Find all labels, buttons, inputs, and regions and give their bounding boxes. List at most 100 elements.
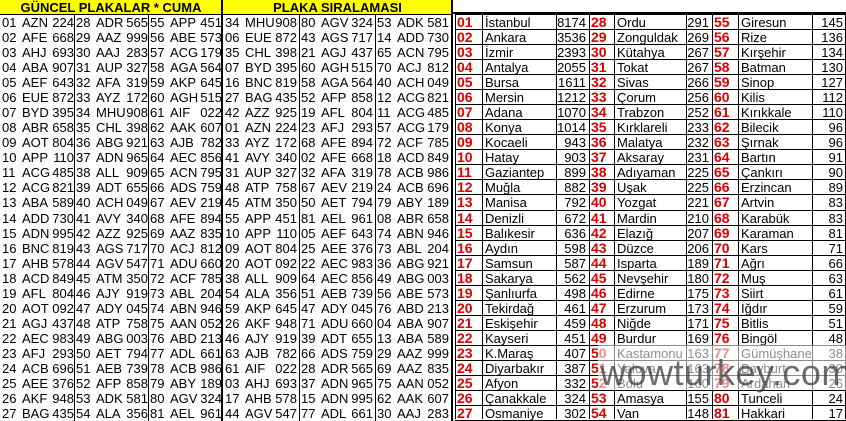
plate-entry: 19 AFL 804: [301, 105, 373, 120]
plate-number: 376: [351, 240, 373, 256]
plate-letters: ABA: [397, 315, 424, 331]
plate-code: 03: [2, 45, 17, 61]
rank-number: 33: [591, 89, 607, 106]
plate-entry: 44 AGV 547: [76, 256, 148, 271]
plate-letters: ACG: [397, 120, 426, 136]
plate-entry: 64 AEC 856: [301, 271, 373, 286]
plate-letters: AFL: [22, 285, 46, 301]
plate-entry: 06 EUE 872: [225, 30, 297, 45]
city-name: Van: [617, 406, 640, 421]
city-name: Kırıkkale: [741, 105, 792, 121]
plate-entry: 67 AEV 219: [301, 180, 373, 195]
city-name: Bingöl: [741, 330, 778, 346]
plate-entry: 54 ALA 356: [225, 286, 297, 301]
ranking-row: 73 Siirt 61: [712, 285, 846, 301]
plate-code: 51: [301, 285, 316, 301]
plate-count: 461: [564, 300, 586, 316]
city-name: Bursa: [485, 75, 519, 91]
plate-code: 73: [377, 240, 392, 256]
plate-letters: AEF: [321, 225, 347, 241]
plate-code: 19: [2, 285, 17, 301]
city-name: Uşak: [617, 180, 647, 196]
rank-number: 59: [714, 74, 730, 91]
plate-code: 42: [225, 105, 240, 121]
plate-letters: AGV: [321, 15, 349, 30]
city-name: Balıkesir: [485, 225, 535, 241]
plate-letters: ALA: [245, 285, 270, 301]
plate-code: 15: [2, 225, 17, 241]
rank-number: 43: [591, 239, 607, 256]
plate-count: 256: [687, 90, 709, 106]
city-name: Tunceli: [741, 391, 783, 406]
plate-entry: 73 ABL 204: [150, 286, 222, 301]
guncel-plakalar-header: GÜNCEL PLAKALAR * CUMA: [0, 0, 222, 15]
plate-entry: 60 AGH 515: [150, 90, 222, 105]
plate-count: 207: [687, 225, 709, 241]
column-divider: [589, 12, 590, 419]
rank-number: 68: [714, 209, 730, 226]
plate-letters: ADT: [96, 180, 122, 196]
plate-number: 049: [427, 75, 449, 91]
plate-letters: BYD: [22, 105, 49, 121]
plate-letters: APP: [22, 150, 49, 166]
plate-code: 16: [225, 75, 240, 91]
ranking-row: 45 Nevşehir 180: [589, 270, 712, 286]
plate-count: 267: [687, 45, 709, 61]
plate-entry: 35 CHL 398: [76, 120, 148, 135]
plate-number: 804: [52, 285, 74, 301]
plate-count: 387: [564, 360, 586, 376]
plate-number: 224: [275, 120, 297, 136]
plate-code: 71: [150, 255, 165, 271]
rank-number: 11: [457, 164, 472, 181]
plate-letters: ADY: [96, 300, 123, 316]
plate-number: 451: [200, 15, 222, 30]
plate-code: 37: [301, 375, 316, 391]
plate-code: 05: [2, 75, 17, 91]
plate-code: 37: [76, 150, 91, 166]
plate-letters: ADS: [170, 180, 197, 196]
plate-entry: 76 ABD 213: [150, 331, 222, 346]
plate-entry: 57 ACG 179: [377, 120, 449, 135]
plate-letters: AEV: [321, 180, 348, 196]
plate-code: 67: [150, 195, 165, 211]
plate-entry: 03 AHJ 693: [2, 45, 74, 60]
plate-code: 24: [2, 360, 17, 376]
plate-count: 110: [822, 105, 843, 121]
plate-entry: 66 ADS 759: [150, 180, 222, 195]
table-top-border: [453, 12, 846, 14]
ranking-row: 14 Denizli 672: [455, 210, 589, 226]
plate-letters: ABE: [397, 285, 424, 301]
city-name: Zonguldak: [617, 30, 678, 46]
ranking-row: 48 Niğde 171: [589, 315, 712, 331]
plate-letters: AGH: [170, 90, 199, 106]
plate-code: 38: [76, 165, 91, 181]
plate-number: 324: [351, 15, 373, 30]
plate-entry: 07 BYD 395: [2, 105, 74, 120]
plate-count: 233: [687, 120, 709, 136]
plate-number: 946: [427, 225, 449, 241]
plate-letters: AEC: [321, 270, 348, 286]
plate-number: 819: [52, 240, 74, 256]
plate-code: 21: [301, 45, 316, 61]
plate-letters: MHU: [96, 105, 126, 121]
city-name: Ankara: [485, 30, 527, 46]
plate-number: 356: [275, 285, 297, 301]
ranking-row: 62 Bilecik 96: [712, 120, 846, 136]
plate-entry: 18 ACD 849: [2, 271, 74, 286]
plate-number: 437: [52, 315, 74, 331]
plate-entry: 12 ACG 821: [2, 180, 74, 195]
plate-number: 398: [275, 45, 297, 61]
city-name: Giresun: [741, 15, 787, 30]
plate-code: 19: [301, 105, 316, 121]
plate-entry: 21 AGJ 437: [2, 316, 74, 331]
city-name: Sakarya: [485, 270, 533, 286]
city-name: Tokat: [617, 60, 649, 76]
plate-code: 66: [301, 345, 316, 361]
plate-entry: 49 ABG 003: [377, 271, 449, 286]
plate-entry: 60 AGH 515: [301, 60, 373, 75]
ranking-row: 34 Trabzon 252: [589, 105, 712, 121]
ranking-row: 42 Elazığ 207: [589, 225, 712, 241]
plate-entry: 23 AFJ 293: [2, 346, 74, 361]
plate-code: 58: [150, 60, 165, 76]
plate-number: 758: [275, 180, 297, 196]
